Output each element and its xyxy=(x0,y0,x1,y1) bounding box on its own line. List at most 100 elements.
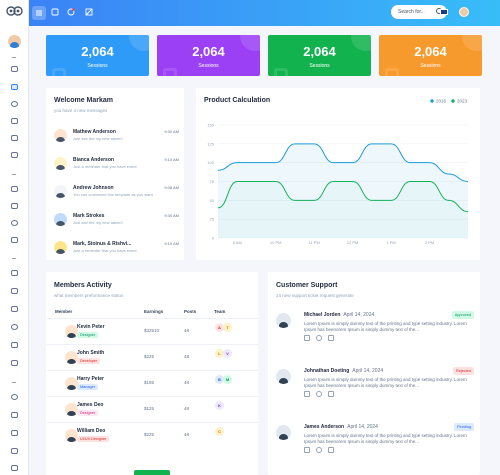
ticket-name: Johnathan Doeting xyxy=(304,368,350,374)
sidebar-divider xyxy=(12,174,16,175)
file-icon[interactable] xyxy=(11,270,18,276)
stat-value: 2,064 xyxy=(414,44,447,59)
clock-icon[interactable] xyxy=(316,391,322,397)
message-icon[interactable] xyxy=(11,220,18,226)
team-avatar: V xyxy=(223,349,232,358)
power-icon[interactable] xyxy=(11,465,18,471)
table-row[interactable]: John Smith Developer $225 48 L V xyxy=(47,344,258,370)
list-item[interactable]: Mark Strokes 9:30 AM Just see the my new… xyxy=(54,212,179,234)
avatar xyxy=(65,351,78,364)
column-header-earnings: Earnings xyxy=(144,309,164,314)
list-icon[interactable] xyxy=(11,306,18,312)
message-text: Just see the my new admin! xyxy=(73,136,123,141)
member-name: James Deo xyxy=(77,402,104,408)
trash-icon[interactable] xyxy=(11,448,18,454)
x-tick-label: 10 PM xyxy=(270,240,282,245)
ticket-date: April 14, 2024 xyxy=(343,312,375,318)
avatar xyxy=(276,369,291,384)
message-sender: Mathew Anderson xyxy=(73,129,116,135)
member-name: John Smith xyxy=(77,350,105,356)
grid-icon[interactable] xyxy=(11,342,18,348)
support-ticket[interactable]: Johnathan Doeting April 14, 2024 Rejected… xyxy=(276,366,474,416)
inbox-icon[interactable] xyxy=(51,8,59,16)
edit-icon[interactable] xyxy=(304,447,310,453)
view-more-button[interactable] xyxy=(134,470,170,475)
x-tick-label: 12 PM xyxy=(347,240,359,245)
message-time: 9:10 AM xyxy=(164,157,179,162)
settings-icon[interactable] xyxy=(11,430,18,436)
flag-icon[interactable] xyxy=(440,9,448,15)
stat-card: 2,064 Sessions xyxy=(46,35,149,76)
member-posts: 48 xyxy=(184,406,190,411)
table-row[interactable]: Harry Peter Manager $185 48 B M xyxy=(47,370,258,396)
sidebar-divider xyxy=(12,382,16,383)
y-tick-label: 125 xyxy=(207,141,214,146)
stat-card: 2,064 Sessions xyxy=(157,35,260,76)
heart-icon[interactable] xyxy=(328,447,334,453)
avatar xyxy=(276,425,291,440)
search-input[interactable]: Search for... xyxy=(391,5,447,19)
shop-icon[interactable] xyxy=(11,118,18,124)
menu-toggle-button[interactable] xyxy=(32,6,46,20)
list-item[interactable]: Mathew Anderson 9:30 AM Just see the my … xyxy=(54,128,179,150)
support-title: Customer Support xyxy=(276,282,338,289)
role-badge: UI/UX Designer xyxy=(77,436,110,442)
profile-avatar[interactable] xyxy=(459,7,469,17)
message-sender: Andrew Johnson xyxy=(73,185,114,191)
avatar xyxy=(54,157,67,170)
box-icon[interactable] xyxy=(11,152,18,158)
column-header-member: Member xyxy=(55,309,73,314)
ticket-text: Lorem Ipsum is simply dummy text of the … xyxy=(304,377,467,388)
notification-icon[interactable] xyxy=(67,8,75,16)
message-time: 9:08 AM xyxy=(164,185,179,190)
avatar xyxy=(65,403,78,416)
member-name: William Deo xyxy=(77,428,106,434)
support-ticket[interactable]: James Anderson April 14, 2024 Pending Lor… xyxy=(276,422,474,472)
message-text: Just a reminder that you have event xyxy=(73,248,137,253)
support-subtitle: 24 new support ticket request generate xyxy=(276,293,354,298)
apps-icon[interactable] xyxy=(85,8,93,16)
edit-icon[interactable] xyxy=(304,391,310,397)
role-badge: Designer xyxy=(77,410,99,416)
message-time: 9:10 AM xyxy=(164,241,179,246)
bank-icon[interactable] xyxy=(11,135,18,141)
list-item[interactable]: Mark, Stoinus & Rishvi... 9:10 AM Just a… xyxy=(54,240,179,262)
member-earnings: $185 xyxy=(144,380,155,385)
user-icon[interactable] xyxy=(11,324,18,330)
member-earnings: $125 xyxy=(144,406,155,411)
legend-marker xyxy=(430,99,434,103)
x-tick-label: 1 PM xyxy=(386,240,395,245)
list-item[interactable]: Andrew Johnson 9:08 AM You can customize… xyxy=(54,184,179,206)
member-posts: 48 xyxy=(184,354,190,359)
mail-icon[interactable] xyxy=(11,203,18,209)
table-row[interactable]: James Deo Designer $125 48 K xyxy=(47,396,258,422)
welcome-card: Welcome Markam you have 4 new messages M… xyxy=(46,88,184,260)
avatar xyxy=(54,213,67,226)
message-sender: Mark, Stoinus & Rishvi... xyxy=(73,241,132,247)
dashboard-icon[interactable] xyxy=(11,84,18,90)
analytics-icon[interactable] xyxy=(11,101,18,107)
heart-icon[interactable] xyxy=(328,335,334,341)
list-item[interactable]: Bianca Anderson 9:10 AM Just a reminder … xyxy=(54,156,179,178)
table-row[interactable]: William Deo UI/UX Designer $225 48 C xyxy=(47,422,258,448)
gift-icon[interactable] xyxy=(11,360,18,366)
table-row[interactable]: Kevin Peter Designer $32510 48 A T xyxy=(47,318,258,344)
role-badge: Designer xyxy=(77,332,99,338)
chat-icon[interactable] xyxy=(11,66,18,72)
lock-icon[interactable] xyxy=(11,412,18,418)
link-icon[interactable] xyxy=(11,288,18,294)
clock-icon[interactable] xyxy=(316,447,322,453)
stat-value: 2,064 xyxy=(303,44,336,59)
search-placeholder: Search for... xyxy=(398,9,425,15)
support-ticket[interactable]: Michael Jorden April 14, 2024 Approved Lo… xyxy=(276,310,474,360)
clock-icon[interactable] xyxy=(316,335,322,341)
heart-icon[interactable] xyxy=(328,391,334,397)
moon-icon[interactable] xyxy=(422,8,430,16)
role-badge: Manager xyxy=(77,384,98,390)
calendar-icon[interactable] xyxy=(11,186,18,192)
info-icon[interactable] xyxy=(11,394,18,400)
notes-icon[interactable] xyxy=(11,237,18,243)
member-posts: 48 xyxy=(184,380,190,385)
user-avatar[interactable] xyxy=(8,35,21,48)
edit-icon[interactable] xyxy=(304,335,310,341)
